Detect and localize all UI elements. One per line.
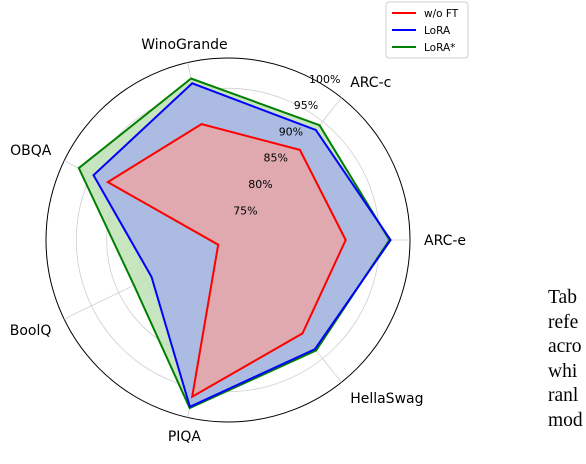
axis-label-winogrande: WinoGrande <box>141 37 227 53</box>
legend: w/o FT LoRA LoRA* <box>385 1 469 59</box>
axis-labels: ARC-e ARC-c WinoGrande OBQA BoolQ PIQA HellaSw… <box>10 37 466 445</box>
side-text-line: ranl <box>548 385 579 407</box>
legend-label: LoRA <box>424 25 451 37</box>
series-line-lora- <box>77 77 391 410</box>
axis-label-hellaswag: HellaSwag <box>350 391 423 407</box>
radial-tick-label: 100% <box>309 73 340 86</box>
legend-label: LoRA* <box>424 42 455 54</box>
axis-label-boolq: BoolQ <box>10 323 52 339</box>
series-area-w-o-ft <box>107 124 346 397</box>
radial-tick-label: 85% <box>264 152 288 165</box>
radial-tick-label: 75% <box>233 204 257 217</box>
radial-tick-label: 95% <box>294 99 318 112</box>
radial-tick-label: 80% <box>248 178 272 191</box>
legend-label: w/o FT <box>424 8 459 20</box>
axis-label-arc-c: ARC-c <box>350 75 391 91</box>
side-text-line: whi <box>548 360 578 382</box>
side-text-block: Tab refe acro whi ranl mod <box>548 286 583 434</box>
series-line-w-o-ft <box>105 123 347 399</box>
radial-tick-label: 90% <box>279 126 303 139</box>
side-text-line: mod <box>548 409 583 431</box>
legend-frame <box>385 1 469 59</box>
series-line-lora <box>92 82 392 409</box>
axis-label-arc-e: ARC-e <box>424 233 466 249</box>
side-text-line: acro <box>548 336 582 358</box>
axis-label-piqa: PIQA <box>168 429 202 445</box>
radial-tick-labels: 75% 80% 85% 90% 95% 100% <box>233 73 340 217</box>
series-fills <box>78 78 391 408</box>
series-lines <box>77 77 392 410</box>
side-text-line: Tab <box>548 287 577 308</box>
axis-label-obqa: OBQA <box>10 143 52 159</box>
side-text-line: refe <box>548 311 579 333</box>
